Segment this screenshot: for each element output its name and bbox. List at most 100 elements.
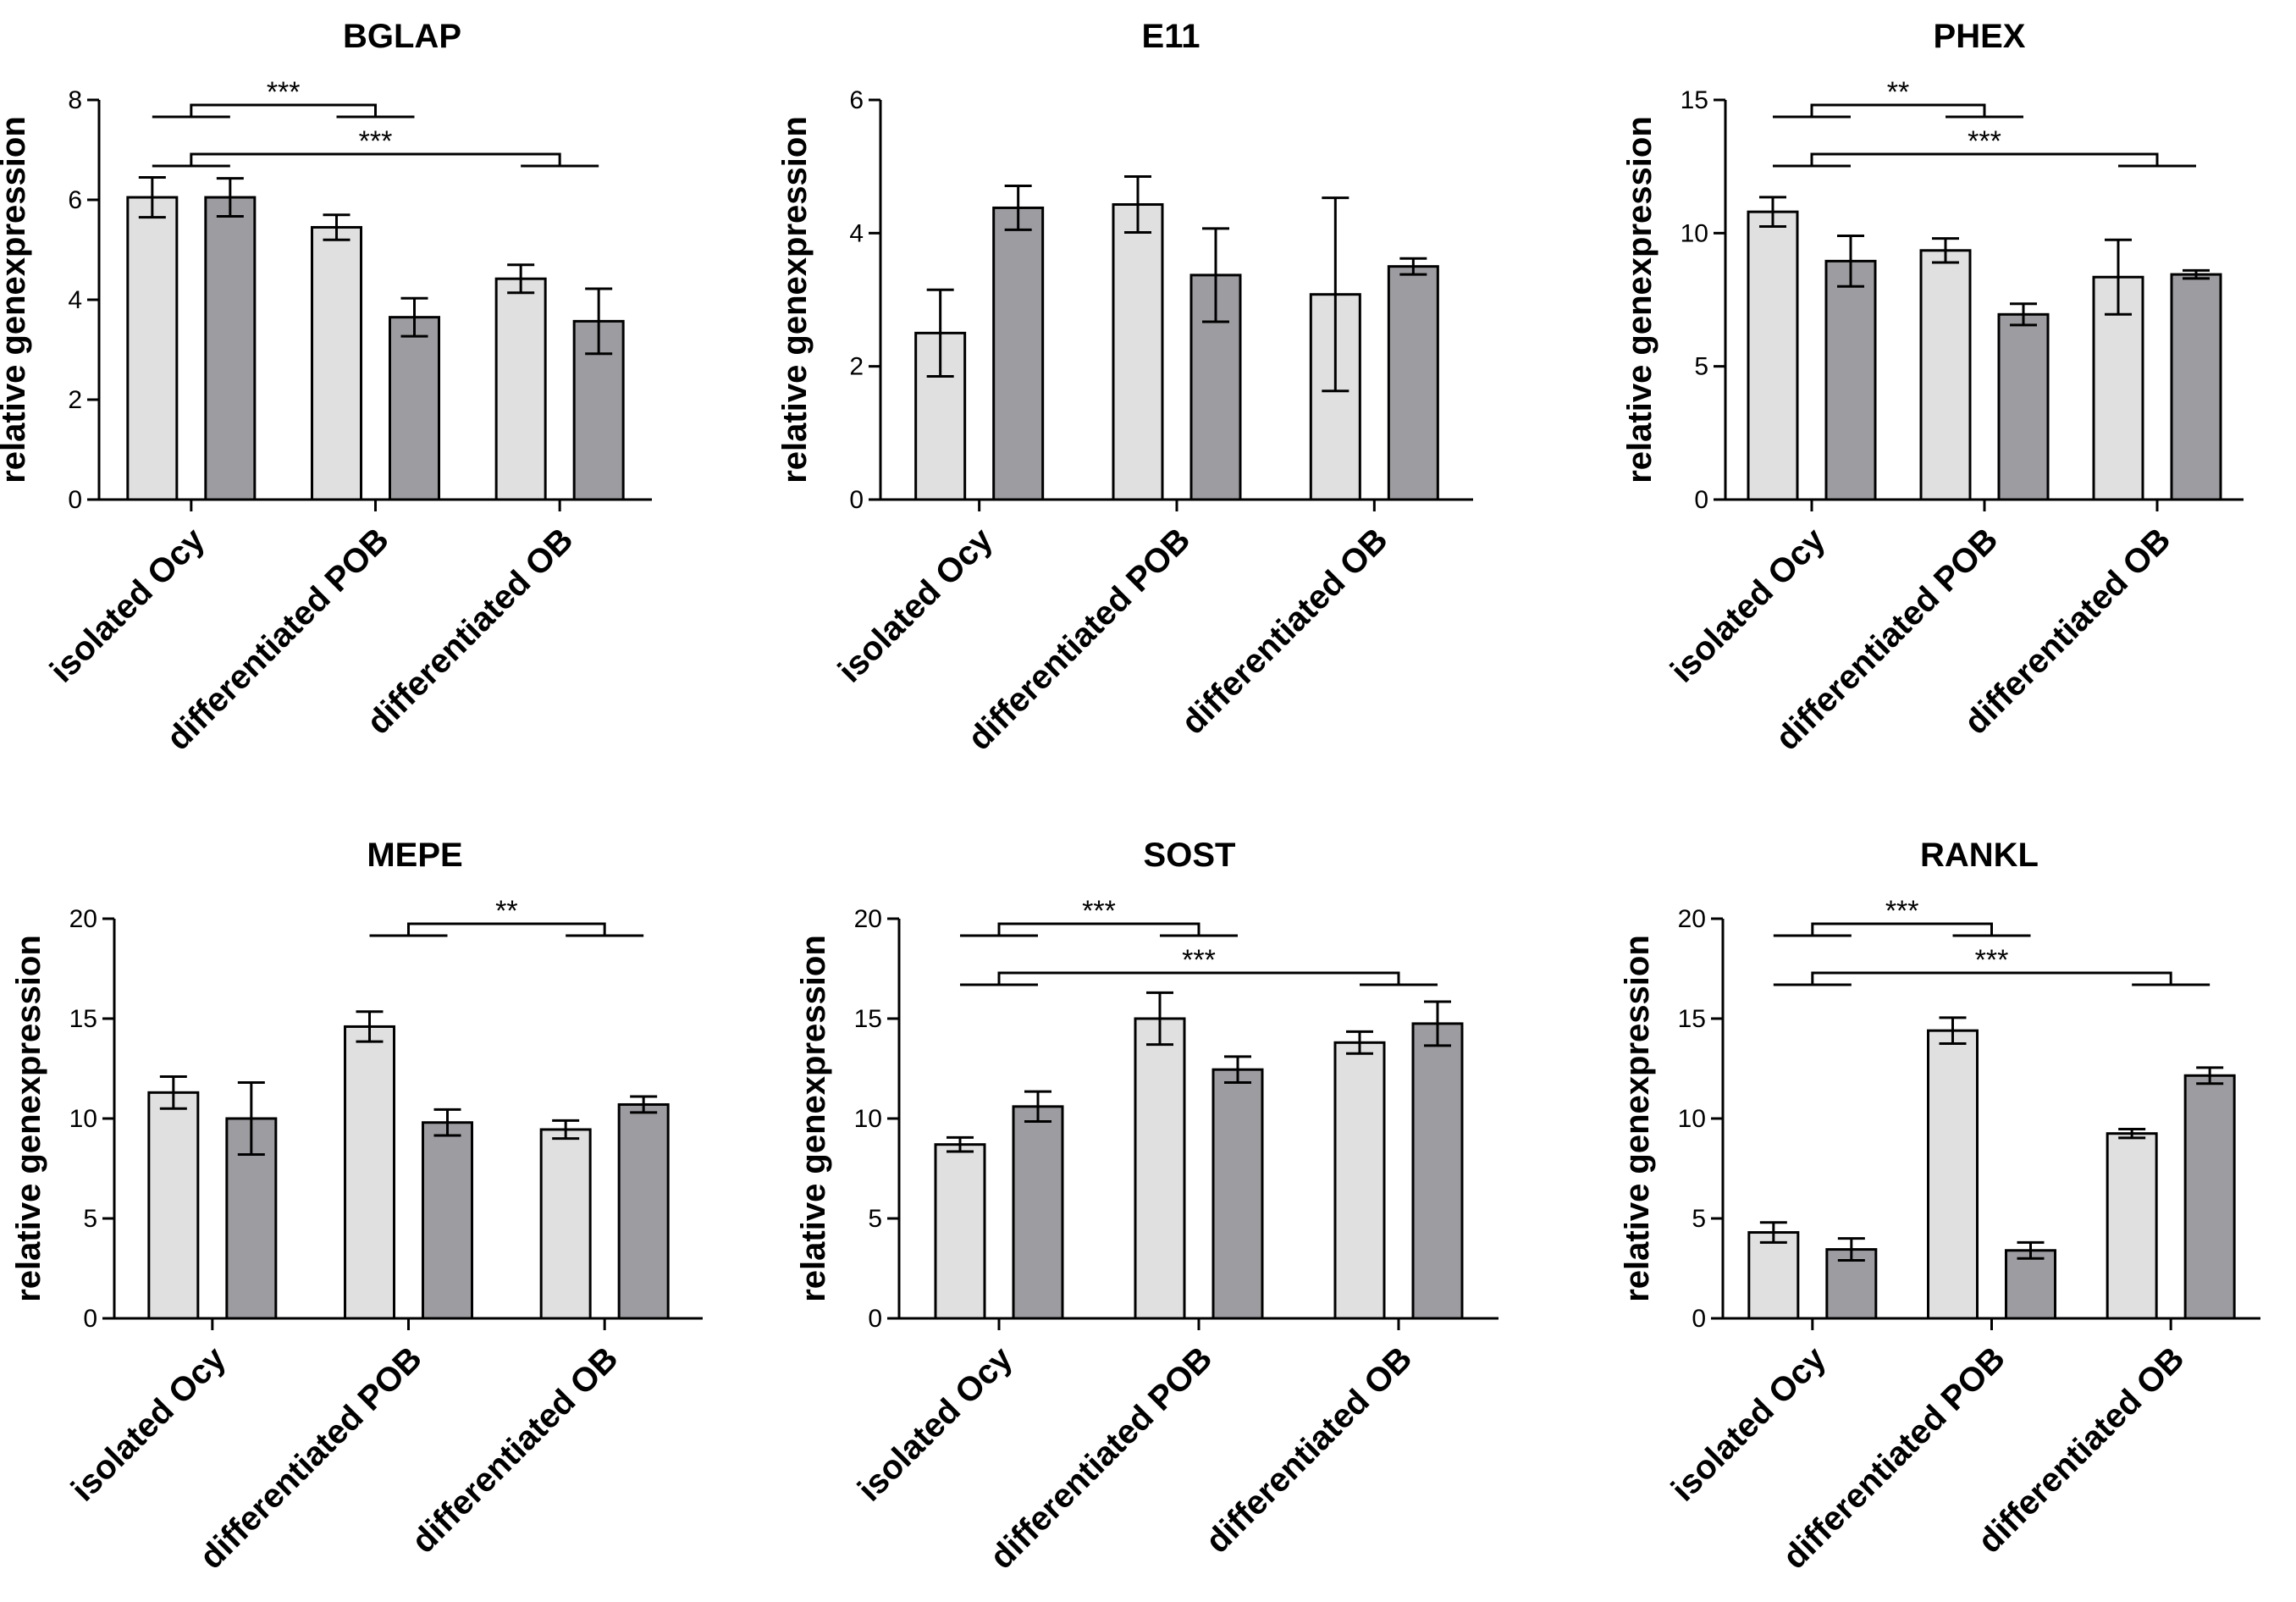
y-tick-label: 10: [854, 1105, 882, 1133]
bar-1-isolated-ocy: [1747, 210, 1799, 501]
chart-title: BGLAP: [343, 18, 461, 55]
y-tick-label: 0: [68, 486, 82, 514]
sig-bracket: [1810, 152, 2159, 166]
chart-title: E11: [1142, 18, 1200, 55]
y-tick-label: 5: [868, 1205, 882, 1233]
x-category-label: isolated Ocy: [64, 1340, 234, 1509]
bar-2-differentiated-ob: [2183, 1074, 2236, 1320]
bar-2-isolated-ocy: [1824, 259, 1877, 501]
x-category-label: isolated Ocy: [831, 521, 1001, 690]
x-category-label: isolated Ocy: [851, 1340, 1020, 1509]
y-tick-label: 4: [849, 219, 864, 247]
x-category-label: isolated Ocy: [1664, 1340, 1834, 1509]
y-tick-label: 6: [68, 186, 82, 214]
bar-1-differentiated-pob: [1927, 1029, 1979, 1320]
sig-label: ***: [1968, 125, 2001, 157]
bar-2-differentiated-ob: [1387, 265, 1439, 501]
sig-label: ***: [1182, 944, 1216, 976]
x-category-label: differentiated OB: [360, 521, 581, 742]
chart-panel-mepe: MEPE relative genexpression 0 5 10 15 20 isolat…: [10, 837, 703, 1577]
bar-1-isolated-ocy: [147, 1091, 200, 1320]
bar-1-differentiated-ob: [1333, 1041, 1386, 1320]
y-tick-label: 4: [68, 286, 82, 314]
bar-2-differentiated-ob: [617, 1102, 670, 1320]
sig-label: ***: [1975, 944, 2009, 976]
sig-bracket: [190, 152, 561, 166]
y-tick-label: 0: [868, 1305, 882, 1333]
chart-panel-sost: SOST relative genexpression 0 5 10 15 20 isolat…: [795, 837, 1498, 1577]
y-tick-label: 0: [849, 486, 864, 514]
y-tick-label: 20: [854, 905, 882, 933]
sig-bracket: [1811, 922, 1993, 936]
bar-2-differentiated-pob: [1211, 1068, 1264, 1320]
sig-bracket: [190, 103, 377, 117]
y-tick-label: 0: [1694, 486, 1708, 514]
chart-panel-e11: E11 relative genexpression 0 2 4 6 isolated Oc…: [776, 18, 1473, 758]
bar-1-differentiated-ob: [539, 1128, 592, 1320]
sig-label: ***: [1082, 895, 1116, 927]
y-axis-label: relative genexpression: [795, 935, 832, 1302]
chart-panel-bglap: BGLAP relative genexpression 0 2 4 6 8 isolated…: [0, 18, 652, 758]
chart-title: RANKL: [1920, 837, 2039, 874]
sig-label: **: [495, 895, 517, 927]
sig-bracket: [1811, 971, 2172, 985]
x-category-label: isolated Ocy: [43, 521, 212, 690]
y-tick-label: 6: [849, 86, 864, 114]
bar-2-differentiated-pob: [2005, 1249, 2056, 1320]
y-axis-label: relative genexpression: [0, 116, 32, 483]
x-category-label: differentiated OB: [1199, 1340, 1420, 1561]
bar-1-differentiated-pob: [1112, 203, 1164, 501]
x-category-label: differentiated POB: [192, 1340, 428, 1576]
bar-2-differentiated-ob: [2170, 273, 2222, 501]
y-tick-label: 0: [1692, 1305, 1706, 1333]
y-tick-label: 15: [854, 1005, 882, 1033]
y-tick-label: 20: [69, 905, 97, 933]
bar-2-differentiated-pob: [1997, 312, 2050, 501]
sig-bracket: [997, 922, 1200, 936]
x-category-label: differentiated POB: [961, 521, 1197, 757]
chart-title: SOST: [1144, 837, 1236, 874]
bar-2-isolated-ocy: [1012, 1105, 1064, 1320]
bar-1-differentiated-ob: [2106, 1132, 2158, 1320]
bar-1-isolated-ocy: [1747, 1231, 1800, 1320]
y-tick-label: 5: [83, 1205, 97, 1233]
chart-title: PHEX: [1934, 18, 2026, 55]
chart-panel-phex: PHEX relative genexpression 0 5 10 15 isolated…: [1621, 18, 2244, 758]
sig-bracket: [407, 922, 606, 936]
x-category-label: differentiated OB: [405, 1340, 626, 1561]
y-axis-label: relative genexpression: [1619, 935, 1656, 1302]
y-tick-label: 20: [1678, 905, 1706, 933]
bar-1-differentiated-pob: [311, 225, 362, 501]
y-axis-label: relative genexpression: [1621, 116, 1659, 483]
y-tick-label: 5: [1694, 353, 1708, 381]
y-tick-label: 15: [69, 1005, 97, 1033]
chart-title: MEPE: [367, 837, 462, 874]
y-tick-label: 15: [1681, 86, 1708, 114]
y-tick-label: 15: [1678, 1005, 1706, 1033]
bar-1-differentiated-pob: [1919, 249, 1972, 501]
bar-1-isolated-ocy: [126, 196, 179, 501]
bar-1-differentiated-pob: [344, 1025, 395, 1320]
bar-1-differentiated-ob: [494, 277, 547, 501]
sig-label: **: [1887, 76, 1909, 108]
y-tick-label: 5: [1692, 1205, 1706, 1233]
y-tick-label: 2: [68, 386, 82, 414]
bar-1-differentiated-pob: [1134, 1017, 1186, 1320]
y-tick-label: 10: [1681, 219, 1708, 247]
x-category-label: differentiated POB: [983, 1340, 1219, 1576]
y-tick-label: 2: [849, 353, 864, 381]
sig-label: ***: [1885, 895, 1919, 927]
bar-2-differentiated-pob: [389, 316, 440, 501]
bar-1-isolated-ocy: [934, 1143, 986, 1320]
chart-panel-rankl: RANKL relative genexpression 0 5 10 15 20 isola…: [1619, 837, 2260, 1577]
bar-2-isolated-ocy: [204, 196, 257, 501]
bar-2-isolated-ocy: [992, 206, 1045, 501]
y-tick-label: 0: [83, 1305, 97, 1333]
sig-bracket: [1810, 103, 1986, 117]
y-axis-label: relative genexpression: [776, 116, 814, 483]
x-category-label: isolated Ocy: [1664, 521, 1833, 690]
sig-label: ***: [359, 125, 393, 157]
x-category-label: differentiated OB: [1174, 521, 1395, 742]
sig-label: ***: [267, 76, 301, 108]
